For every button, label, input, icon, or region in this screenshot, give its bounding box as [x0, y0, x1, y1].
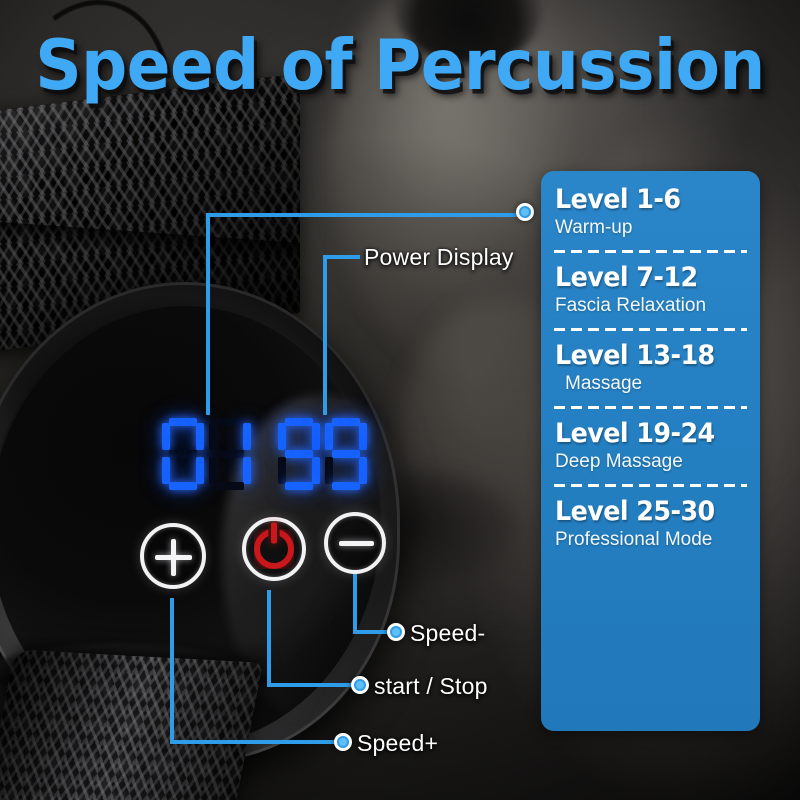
callout-line-start-stop-vertical	[267, 590, 271, 683]
seg-digit	[162, 418, 204, 490]
callout-label-speed-down: Speed-	[410, 620, 486, 646]
callout-line-speed-up-horizontal	[170, 740, 342, 744]
callout-label-speed-up: Speed+	[357, 730, 439, 756]
callout-dot-speed-up	[334, 733, 352, 751]
level-divider	[554, 328, 747, 331]
callout-line-speed-up-vertical	[170, 598, 174, 742]
level-title: Level 25-30	[555, 496, 715, 527]
level-title: Level 19-24	[555, 418, 715, 449]
callout-line-power-display-horizontal	[323, 255, 360, 259]
level-item: Level 25-30 Professional Mode	[541, 496, 760, 553]
plus-icon-vertical	[171, 539, 176, 576]
power-button[interactable]	[242, 517, 306, 581]
level-subtitle: Massage	[565, 373, 643, 395]
level-subtitle: Deep Massage	[555, 451, 683, 473]
level-subtitle: Warm-up	[555, 217, 633, 239]
power-icon-stem	[271, 522, 277, 544]
speed-down-button[interactable]	[324, 512, 386, 574]
callout-line-start-stop-horizontal	[267, 683, 359, 687]
level-title: Level 1-6	[555, 184, 681, 215]
levels-panel: Level 1-6 Warm-up Level 7-12 Fascia Rela…	[541, 171, 760, 731]
seg-digit	[209, 418, 251, 490]
handle-shading	[0, 649, 263, 800]
speed-up-button[interactable]	[140, 523, 206, 589]
level-item: Level 1-6 Warm-up	[541, 184, 760, 241]
callout-dot-levels-panel	[516, 203, 534, 221]
level-subtitle: Fascia Relaxation	[555, 295, 707, 317]
page-title: Speed of Percussion	[35, 24, 765, 106]
level-title: Level 7-12	[555, 262, 698, 293]
callout-dot-speed-down	[387, 623, 405, 641]
callout-line-power-display-vertical	[323, 255, 327, 415]
callout-dot-start-stop	[351, 676, 369, 694]
level-title: Level 13-18	[555, 340, 715, 371]
callout-label-start-stop: start / Stop	[374, 673, 488, 699]
callout-line-speed-down-vertical	[353, 574, 357, 634]
seg-digit	[325, 418, 367, 490]
callout-line-display-vertical	[206, 213, 210, 415]
carbon-fiber-handle	[0, 649, 263, 800]
callout-line-speed-down-horizontal	[353, 630, 395, 634]
led-display-left-value	[162, 418, 251, 490]
level-divider	[554, 484, 747, 487]
callout-label-power-display: Power Display	[364, 244, 514, 270]
level-item: Level 7-12 Fascia Relaxation	[541, 262, 760, 319]
level-item: Level 13-18 Massage	[541, 340, 760, 397]
level-divider	[554, 250, 747, 253]
led-display-right-value	[278, 418, 367, 490]
level-divider	[554, 406, 747, 409]
callout-line-display-horizontal	[206, 213, 526, 217]
minus-icon	[339, 541, 374, 546]
level-subtitle: Professional Mode	[555, 529, 713, 551]
level-item: Level 19-24 Deep Massage	[541, 418, 760, 475]
seg-digit	[278, 418, 320, 490]
